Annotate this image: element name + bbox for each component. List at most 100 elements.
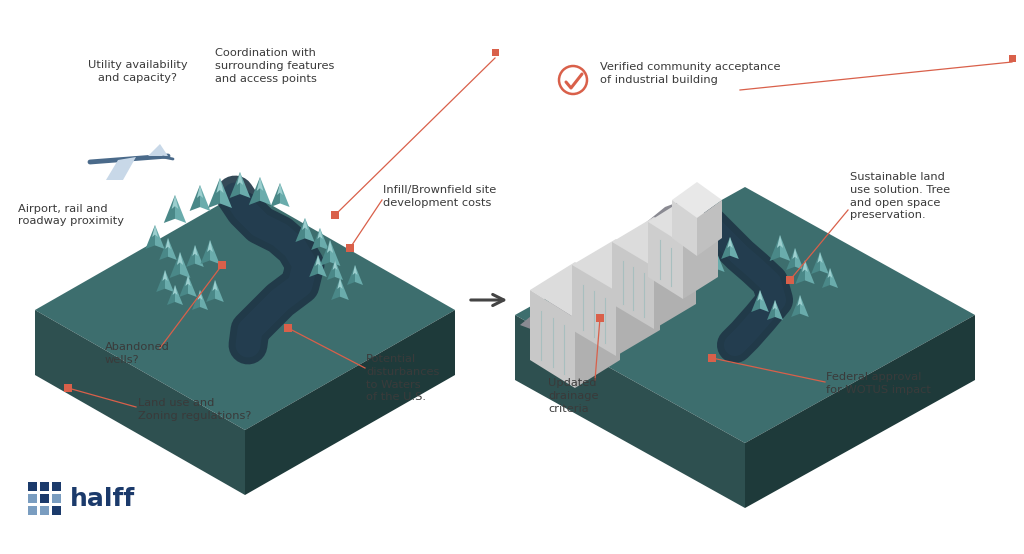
Polygon shape <box>319 240 330 266</box>
Polygon shape <box>672 200 697 256</box>
Polygon shape <box>706 248 715 272</box>
Polygon shape <box>827 268 833 278</box>
Polygon shape <box>822 268 830 288</box>
Polygon shape <box>278 183 283 195</box>
Polygon shape <box>240 172 251 198</box>
Text: Potential
disturbances
to Waters
of the U.S.: Potential disturbances to Waters of the … <box>366 354 439 402</box>
Polygon shape <box>170 252 180 278</box>
Polygon shape <box>752 290 760 312</box>
Text: Abandoned
wells?: Abandoned wells? <box>105 342 170 365</box>
Polygon shape <box>777 235 783 248</box>
Polygon shape <box>208 178 220 208</box>
Polygon shape <box>767 300 775 320</box>
Bar <box>63 384 72 392</box>
Text: Sustainable land
use solution. Tree
and open space
preservation.: Sustainable land use solution. Tree and … <box>850 172 950 220</box>
Bar <box>52 482 61 491</box>
Text: Coordination with
surrounding features
and access points: Coordination with surrounding features a… <box>215 48 335 84</box>
Text: Updated
drainage
criteria: Updated drainage criteria <box>548 378 598 414</box>
Polygon shape <box>830 268 838 288</box>
Polygon shape <box>648 222 683 299</box>
Polygon shape <box>165 270 174 292</box>
Polygon shape <box>148 144 168 156</box>
Polygon shape <box>165 238 171 249</box>
Text: Federal approval
for WOTUS impact: Federal approval for WOTUS impact <box>826 372 931 395</box>
Bar <box>40 482 49 491</box>
Polygon shape <box>201 240 210 264</box>
Polygon shape <box>216 178 223 193</box>
Polygon shape <box>257 177 263 191</box>
Polygon shape <box>198 290 203 300</box>
Polygon shape <box>820 252 828 274</box>
Polygon shape <box>805 260 815 284</box>
Bar <box>346 244 354 252</box>
Polygon shape <box>193 290 200 310</box>
Polygon shape <box>159 238 168 260</box>
Polygon shape <box>721 237 730 259</box>
Text: Airport, rail and
roadway proximity: Airport, rail and roadway proximity <box>18 204 124 227</box>
Polygon shape <box>153 225 158 237</box>
Polygon shape <box>712 248 718 260</box>
Polygon shape <box>155 225 165 249</box>
Polygon shape <box>318 255 327 277</box>
Polygon shape <box>715 248 725 272</box>
Polygon shape <box>727 237 732 248</box>
Polygon shape <box>35 190 455 430</box>
Polygon shape <box>193 245 198 256</box>
Polygon shape <box>340 278 349 300</box>
Polygon shape <box>206 280 215 302</box>
Bar <box>52 494 61 503</box>
Polygon shape <box>575 290 620 388</box>
Polygon shape <box>168 238 177 260</box>
Polygon shape <box>745 315 975 508</box>
Bar <box>28 506 37 515</box>
Polygon shape <box>530 290 575 388</box>
Bar <box>218 261 226 269</box>
Bar <box>786 276 794 284</box>
Polygon shape <box>520 192 705 340</box>
Bar <box>331 211 339 219</box>
Polygon shape <box>697 200 722 256</box>
Polygon shape <box>786 248 795 270</box>
Text: halff: halff <box>70 486 135 510</box>
Polygon shape <box>800 295 809 317</box>
Polygon shape <box>616 265 660 356</box>
Polygon shape <box>270 183 280 207</box>
Polygon shape <box>35 310 245 495</box>
Polygon shape <box>145 225 155 249</box>
Polygon shape <box>515 315 745 508</box>
Polygon shape <box>317 228 323 239</box>
Polygon shape <box>793 248 798 259</box>
Polygon shape <box>515 187 975 443</box>
Polygon shape <box>260 177 271 205</box>
Polygon shape <box>758 290 763 301</box>
Polygon shape <box>327 260 335 280</box>
Polygon shape <box>792 295 800 317</box>
Polygon shape <box>163 270 168 281</box>
Polygon shape <box>157 270 165 292</box>
Polygon shape <box>648 200 718 244</box>
Polygon shape <box>309 255 318 277</box>
Polygon shape <box>229 172 240 198</box>
Polygon shape <box>189 185 200 211</box>
Polygon shape <box>795 248 804 270</box>
Bar <box>284 324 292 332</box>
Text: Infill/Brownfield site
development costs: Infill/Brownfield site development costs <box>383 185 497 208</box>
Polygon shape <box>333 260 337 270</box>
Polygon shape <box>164 195 175 223</box>
Polygon shape <box>167 285 175 305</box>
Polygon shape <box>249 177 260 205</box>
Polygon shape <box>106 157 136 180</box>
Polygon shape <box>780 235 791 261</box>
Polygon shape <box>215 280 224 302</box>
Polygon shape <box>672 182 722 218</box>
Bar <box>596 314 604 322</box>
Polygon shape <box>180 252 190 278</box>
Polygon shape <box>186 245 195 267</box>
Polygon shape <box>337 278 343 289</box>
Polygon shape <box>245 310 455 495</box>
Bar <box>28 494 37 503</box>
Polygon shape <box>654 242 696 329</box>
Polygon shape <box>295 218 305 242</box>
Bar <box>52 506 61 515</box>
Polygon shape <box>802 260 808 272</box>
